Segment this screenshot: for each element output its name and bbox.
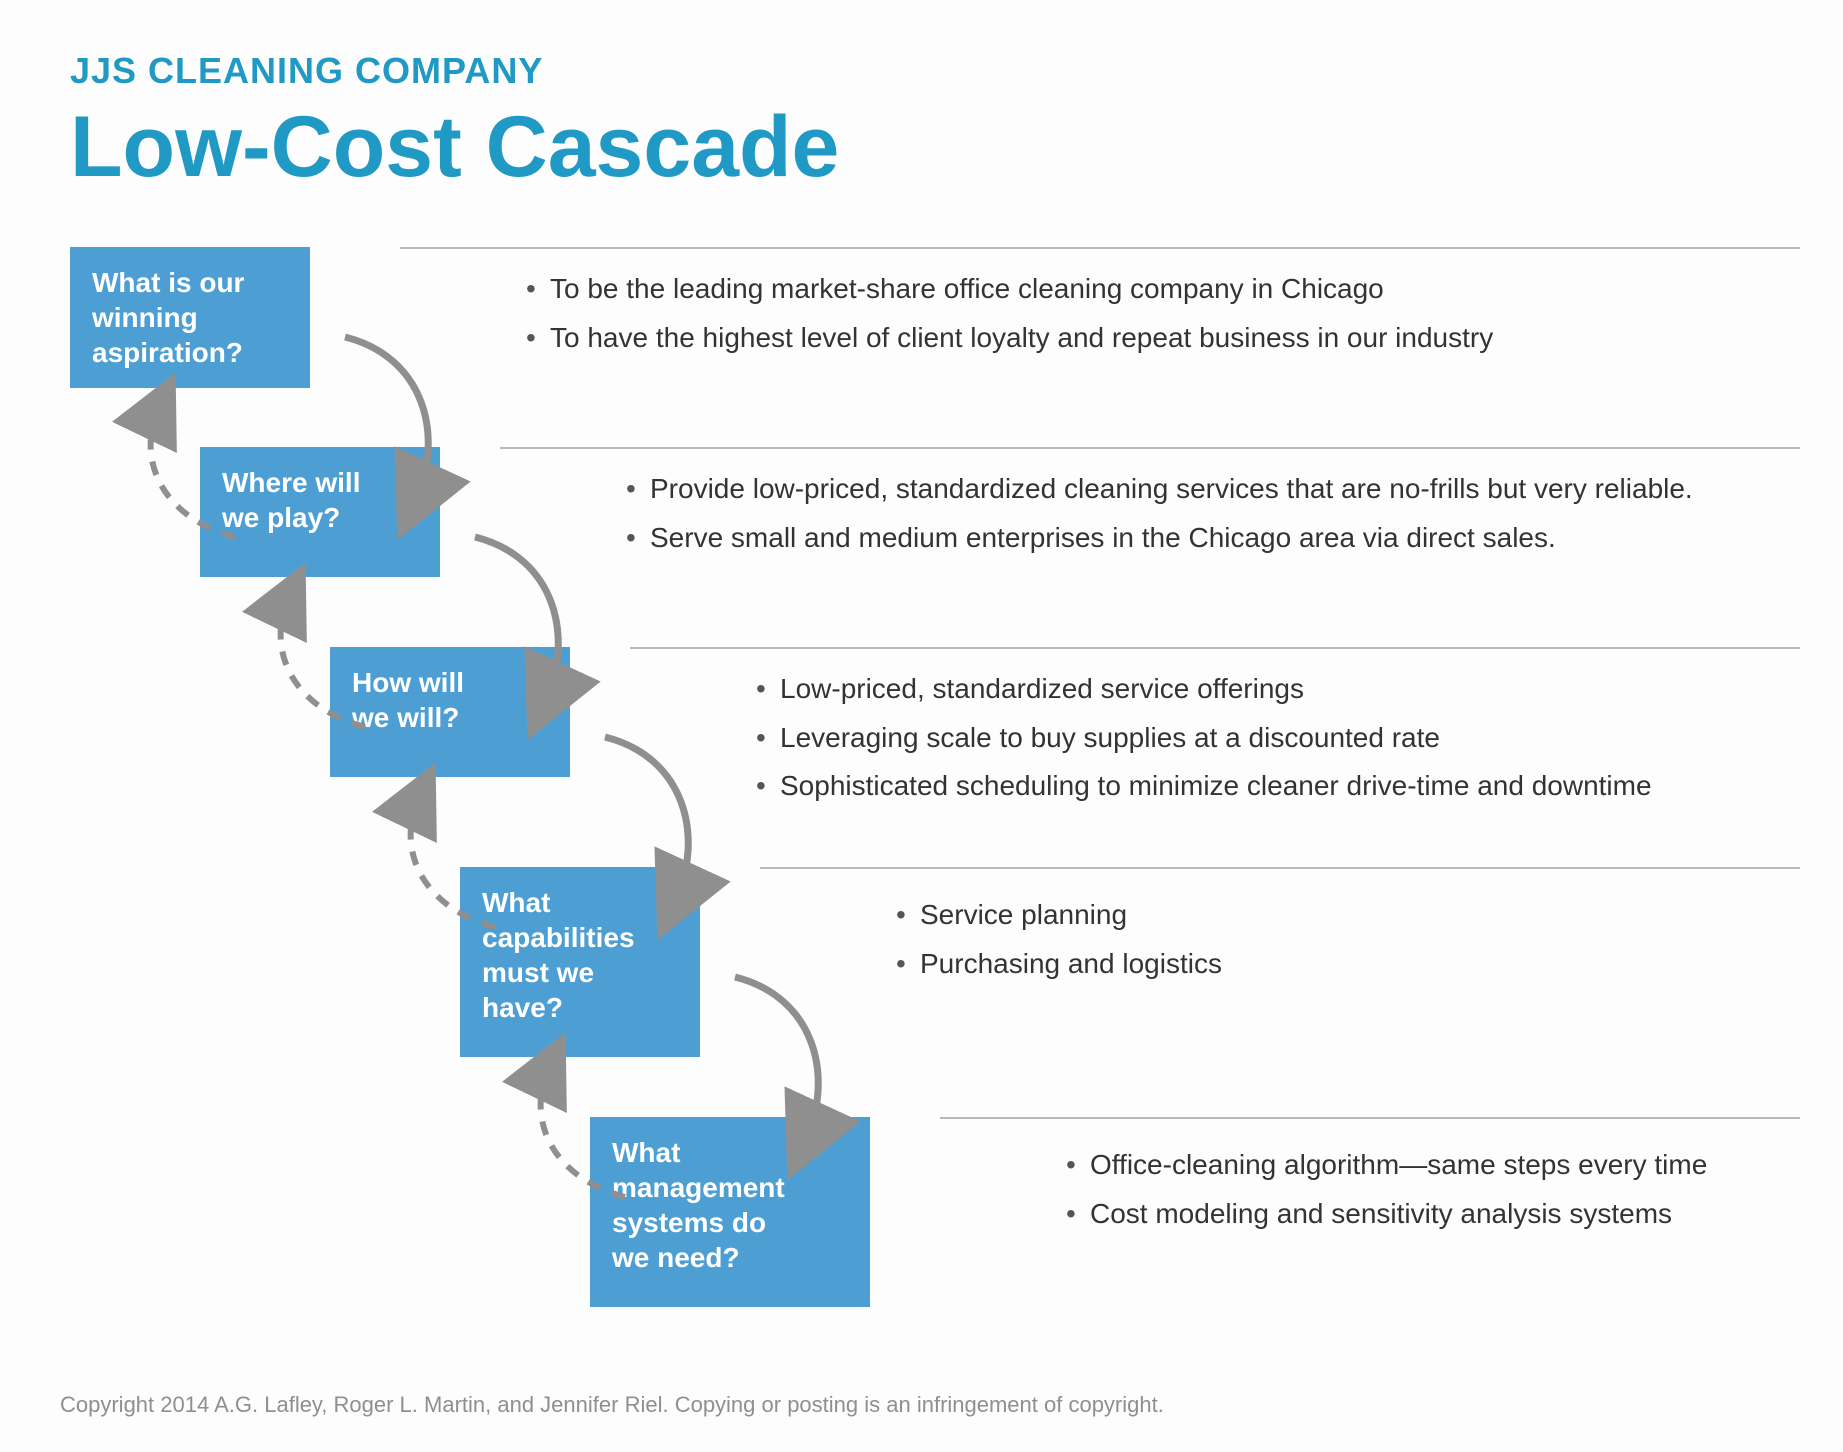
section-divider: [760, 867, 1800, 869]
bullet-item: Cost modeling and sensitivity analysis s…: [1060, 1194, 1800, 1235]
cascade-box-aspiration: What is ourwinningaspiration?: [70, 247, 310, 388]
company-name: JJS CLEANING COMPANY: [70, 50, 1783, 92]
back-arrow-icon: [360, 787, 530, 957]
bullet-item: Service planning: [890, 895, 1790, 936]
bullet-item: Serve small and medium enterprises in th…: [620, 518, 1720, 559]
forward-arrow-icon: [445, 527, 625, 727]
bullets-systems: Office-cleaning algorithm—same steps eve…: [1060, 1145, 1800, 1242]
copyright-footer: Copyright 2014 A.G. Lafley, Roger L. Mar…: [60, 1392, 1164, 1418]
bullet-item: Provide low-priced, standardized cleanin…: [620, 469, 1720, 510]
bullet-item: To have the highest level of client loya…: [520, 318, 1800, 359]
section-divider: [400, 247, 1800, 249]
bullets-aspiration: To be the leading market-share office cl…: [520, 269, 1800, 366]
section-divider: [500, 447, 1800, 449]
bullets-capabilities: Service planning Purchasing and logistics: [890, 895, 1790, 992]
forward-arrow-icon: [315, 327, 495, 527]
forward-arrow-icon: [705, 967, 885, 1167]
bullet-item: Office-cleaning algorithm—same steps eve…: [1060, 1145, 1800, 1186]
section-divider: [940, 1117, 1800, 1119]
bullet-item: To be the leading market-share office cl…: [520, 269, 1800, 310]
page: JJS CLEANING COMPANY Low-Cost Cascade Wh…: [0, 0, 1843, 1452]
bullets-how: Low-priced, standardized service offerin…: [750, 669, 1810, 815]
back-arrow-icon: [490, 1057, 660, 1227]
bullet-item: Low-priced, standardized service offerin…: [750, 669, 1810, 710]
bullet-item: Leveraging scale to buy supplies at a di…: [750, 718, 1810, 759]
bullets-where: Provide low-priced, standardized cleanin…: [620, 469, 1720, 566]
bullet-item: Sophisticated scheduling to minimize cle…: [750, 766, 1810, 807]
section-divider: [630, 647, 1800, 649]
page-title: Low-Cost Cascade: [70, 98, 1783, 197]
back-arrow-icon: [230, 587, 400, 757]
bullet-item: Purchasing and logistics: [890, 944, 1790, 985]
cascade-stage: What is ourwinningaspiration?To be the l…: [70, 227, 1783, 1347]
forward-arrow-icon: [575, 727, 755, 927]
back-arrow-icon: [100, 397, 270, 567]
